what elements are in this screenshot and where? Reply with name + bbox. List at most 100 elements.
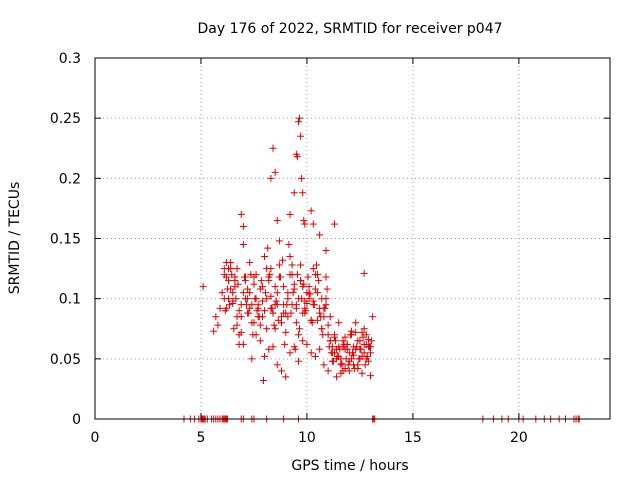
data-point [299, 189, 307, 197]
data-point [248, 319, 256, 327]
data-point [232, 295, 240, 303]
data-point [285, 241, 293, 249]
data-point [309, 220, 317, 228]
x-tick-label: 5 [197, 430, 206, 446]
data-point [199, 283, 207, 291]
data-point [264, 244, 272, 252]
grid [95, 58, 610, 419]
data-point [307, 207, 315, 215]
data-point [245, 309, 253, 317]
data-point [329, 357, 337, 365]
data-point [300, 216, 308, 224]
data-point [229, 299, 237, 307]
data-point [305, 295, 313, 303]
data-point [268, 304, 276, 312]
data-point [367, 372, 375, 380]
data-point [267, 292, 275, 300]
data-point [318, 325, 326, 333]
data-point [271, 168, 279, 176]
y-tick-label: 0.15 [50, 232, 81, 248]
data-point [239, 289, 247, 297]
data-point [297, 277, 305, 285]
data-point [276, 273, 284, 281]
data-point [261, 352, 269, 360]
data-point [294, 357, 302, 365]
data-point [321, 304, 329, 312]
data-point [263, 265, 271, 273]
data-point [279, 256, 287, 264]
data-point [222, 273, 230, 281]
data-point [365, 343, 373, 351]
data-point [273, 289, 281, 297]
data-point [286, 349, 294, 357]
x-tick-label: 10 [298, 430, 316, 446]
data-point [335, 319, 343, 327]
data-point [326, 313, 334, 321]
data-point [237, 328, 245, 336]
data-point [288, 261, 296, 269]
data-point [282, 373, 290, 381]
data-point [332, 337, 340, 345]
x-tick-label: 15 [404, 430, 422, 446]
data-point [280, 283, 288, 291]
data-point [359, 333, 367, 341]
data-point [243, 301, 251, 309]
data-point [281, 340, 289, 348]
data-point [254, 301, 262, 309]
data-point [300, 280, 308, 288]
x-tick-label: 0 [91, 430, 100, 446]
data-point [301, 220, 309, 228]
data-point [256, 321, 264, 329]
data-point [367, 349, 375, 357]
data-point [314, 316, 322, 324]
data-point [347, 327, 355, 335]
data-point [266, 271, 274, 279]
data-point [355, 355, 363, 363]
data-point [358, 328, 366, 336]
data-point [284, 313, 292, 321]
data-point [246, 304, 254, 312]
x-axis-label: GPS time / hours [291, 458, 408, 474]
data-point [272, 297, 280, 305]
y-tick-label: 0 [72, 412, 81, 428]
data-point [244, 295, 252, 303]
data-point [294, 118, 302, 126]
data-point [330, 331, 338, 339]
data-point [315, 277, 323, 285]
data-point [309, 297, 317, 305]
data-point [339, 337, 347, 345]
data-point [247, 271, 255, 279]
data-point [214, 321, 222, 329]
data-point [363, 352, 371, 360]
data-point [341, 333, 349, 341]
data-point [361, 361, 369, 369]
data-point [292, 301, 300, 309]
data-point [337, 361, 345, 369]
data-point [212, 313, 220, 321]
data-point [291, 345, 299, 353]
data-point [352, 319, 360, 327]
data-point [237, 210, 245, 218]
data-point [223, 285, 231, 293]
data-point [273, 361, 281, 369]
data-point [320, 361, 328, 369]
data-point [338, 360, 346, 368]
data-point [265, 277, 273, 285]
data-point [310, 301, 318, 309]
data-point [251, 295, 259, 303]
data-point [304, 273, 312, 281]
data-point [248, 355, 256, 363]
data-point [368, 337, 376, 345]
data-point [218, 289, 226, 297]
data-point [305, 283, 313, 291]
data-point [269, 309, 277, 317]
data-point [298, 174, 306, 182]
data-point [258, 297, 266, 305]
data-point [334, 352, 342, 360]
data-point [286, 253, 294, 261]
data-point [307, 349, 315, 357]
y-tick-label: 0.3 [59, 51, 81, 67]
data-point [360, 325, 368, 333]
data-point [255, 313, 263, 321]
